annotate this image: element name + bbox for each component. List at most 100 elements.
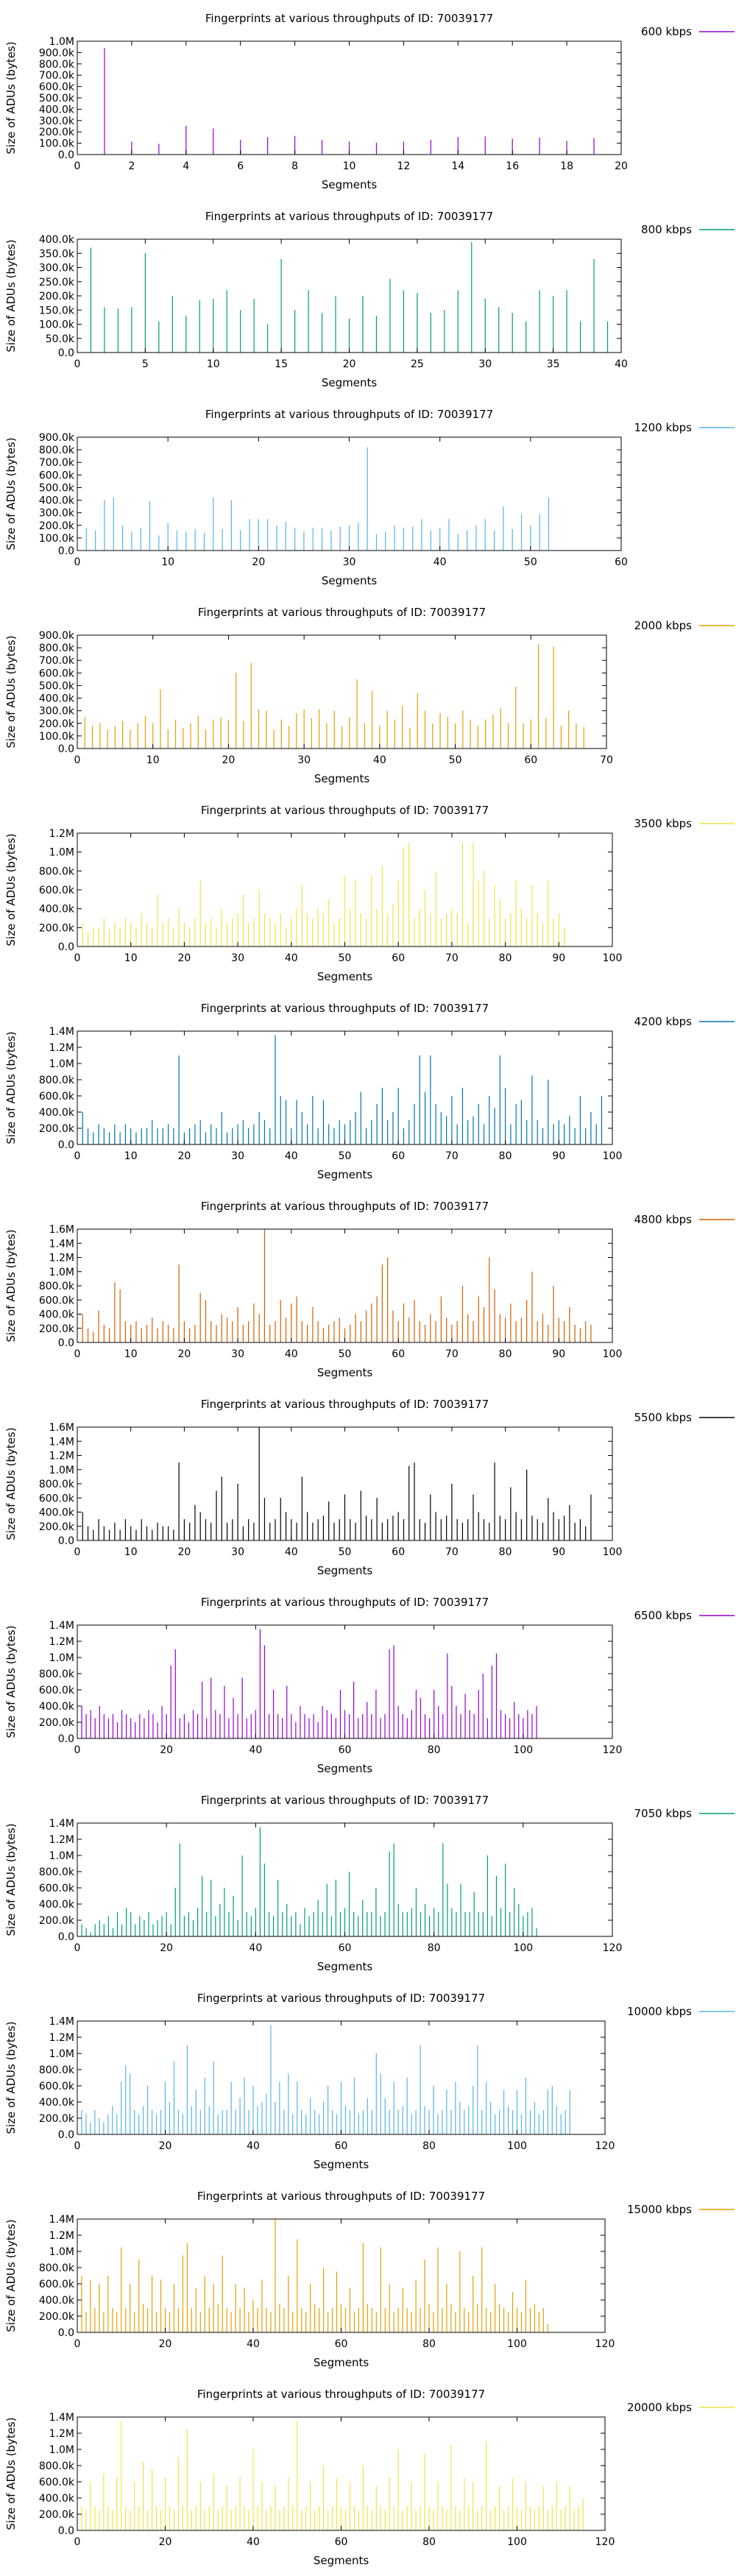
y-axis-label: Size of ADUs (bytes) [4, 1031, 18, 1144]
chart-panel: Fingerprints at various throughputs of I… [4, 1794, 735, 1973]
y-axis-label: Size of ADUs (bytes) [4, 437, 18, 550]
y-tick-label: 0.0 [58, 545, 74, 557]
x-tick-label: 0 [74, 160, 81, 172]
x-tick-label: 90 [552, 1150, 565, 1162]
y-tick-label: 500.0k [39, 482, 75, 494]
x-tick-label: 80 [499, 952, 512, 964]
x-axis-label: Segments [317, 1366, 373, 1379]
x-tick-label: 40 [247, 2140, 260, 2152]
legend-label: 20000 kbps [627, 2401, 692, 2414]
x-tick-label: 20 [177, 1150, 191, 1162]
chart-title: Fingerprints at various throughputs of I… [205, 210, 493, 223]
x-tick-label: 20 [252, 556, 265, 568]
x-axis-label: Segments [317, 970, 373, 983]
y-tick-label: 600.0k [39, 1295, 75, 1306]
x-tick-label: 70 [600, 754, 613, 766]
y-tick-label: 200.0k [39, 1717, 75, 1729]
y-tick-label: 400.0k [39, 1309, 75, 1321]
bar-series [81, 2219, 548, 2332]
chart-title: Fingerprints at various throughputs of I… [201, 1200, 489, 1213]
y-tick-label: 500.0k [39, 680, 75, 692]
y-tick-label: 0.0 [58, 2129, 74, 2141]
x-axis-label: Segments [322, 178, 378, 191]
y-tick-label: 0.0 [58, 941, 74, 953]
x-tick-label: 10 [124, 1546, 138, 1558]
x-tick-label: 40 [285, 952, 298, 964]
x-tick-label: 14 [451, 160, 464, 172]
y-tick-label: 100.0k [39, 319, 75, 331]
y-tick-label: 900.0k [39, 630, 75, 642]
x-tick-label: 50 [524, 556, 537, 568]
chart-panel: Fingerprints at various throughputs of I… [4, 12, 735, 191]
legend-label: 6500 kbps [634, 1609, 693, 1622]
legend: 3500 kbps [634, 817, 735, 830]
legend: 6500 kbps [634, 1609, 735, 1622]
y-tick-label: 600.0k [39, 2477, 75, 2488]
x-tick-label: 50 [449, 754, 462, 766]
x-tick-label: 0 [74, 1942, 81, 1954]
y-tick-label: 400.0k [39, 234, 75, 246]
y-tick-label: 900.0k [39, 432, 75, 444]
x-tick-label: 90 [552, 1546, 565, 1558]
x-tick-label: 10 [124, 952, 138, 964]
y-tick-label: 300.0k [39, 706, 75, 718]
y-tick-label: 800.0k [39, 643, 75, 654]
y-tick-label: 800.0k [39, 2064, 75, 2076]
y-tick-label: 600.0k [39, 2081, 75, 2092]
legend: 4800 kbps [634, 1213, 735, 1226]
x-tick-label: 20 [177, 1546, 191, 1558]
y-tick-label: 200.0k [39, 2509, 75, 2521]
x-tick-label: 20 [177, 952, 191, 964]
x-tick-label: 120 [603, 1942, 623, 1954]
y-tick-label: 400.0k [39, 1107, 75, 1119]
x-tick-label: 18 [560, 160, 573, 172]
x-tick-label: 10 [207, 358, 220, 370]
x-tick-label: 80 [428, 1942, 441, 1954]
y-tick-label: 1.4M [49, 2214, 74, 2226]
y-tick-label: 0.0 [58, 1931, 74, 1943]
x-tick-label: 80 [499, 1348, 512, 1360]
x-tick-label: 10 [124, 1348, 138, 1360]
y-tick-label: 200.0k [39, 1123, 75, 1135]
x-tick-label: 60 [392, 952, 405, 964]
y-tick-label: 500.0k [39, 93, 75, 105]
y-tick-label: 0.0 [58, 1337, 74, 1349]
x-tick-label: 120 [603, 1744, 623, 1756]
x-tick-label: 2 [128, 160, 135, 172]
x-tick-label: 100 [603, 1546, 623, 1558]
x-axis-label: Segments [314, 2158, 369, 2171]
x-tick-label: 60 [335, 2536, 348, 2548]
y-tick-label: 400.0k [39, 495, 75, 507]
x-tick-label: 30 [231, 1348, 244, 1360]
y-tick-label: 600.0k [39, 885, 75, 896]
y-tick-label: 200.0k [39, 2113, 75, 2125]
legend: 20000 kbps [627, 2401, 735, 2414]
x-tick-label: 100 [507, 2140, 527, 2152]
x-tick-label: 4 [183, 160, 189, 172]
x-tick-label: 0 [74, 2140, 81, 2152]
y-tick-label: 1.4M [49, 2412, 74, 2424]
chart-panel: Fingerprints at various throughputs of I… [4, 1596, 735, 1775]
x-tick-label: 80 [422, 2338, 436, 2350]
y-tick-label: 1.0M [49, 36, 74, 48]
y-tick-label: 200.0k [39, 520, 75, 532]
chart-title: Fingerprints at various throughputs of I… [197, 1992, 485, 2005]
chart-title: Fingerprints at various throughputs of I… [201, 1794, 489, 1807]
y-tick-label: 1.2M [49, 828, 74, 840]
bar-series [82, 1035, 603, 1144]
y-tick-label: 200.0k [39, 1323, 75, 1335]
x-tick-label: 100 [603, 952, 623, 964]
x-tick-label: 20 [615, 160, 628, 172]
legend: 1200 kbps [634, 421, 735, 434]
x-tick-label: 20 [159, 2338, 172, 2350]
legend-label: 5500 kbps [634, 1411, 693, 1424]
x-tick-label: 100 [507, 2338, 527, 2350]
x-tick-label: 16 [506, 160, 519, 172]
x-tick-label: 100 [507, 2536, 527, 2548]
y-tick-label: 600.0k [39, 1091, 75, 1103]
y-tick-label: 1.4M [49, 1026, 74, 1038]
legend: 15000 kbps [627, 2203, 735, 2216]
x-tick-label: 60 [615, 556, 628, 568]
x-tick-label: 20 [160, 1942, 173, 1954]
y-tick-label: 400.0k [39, 1507, 75, 1519]
